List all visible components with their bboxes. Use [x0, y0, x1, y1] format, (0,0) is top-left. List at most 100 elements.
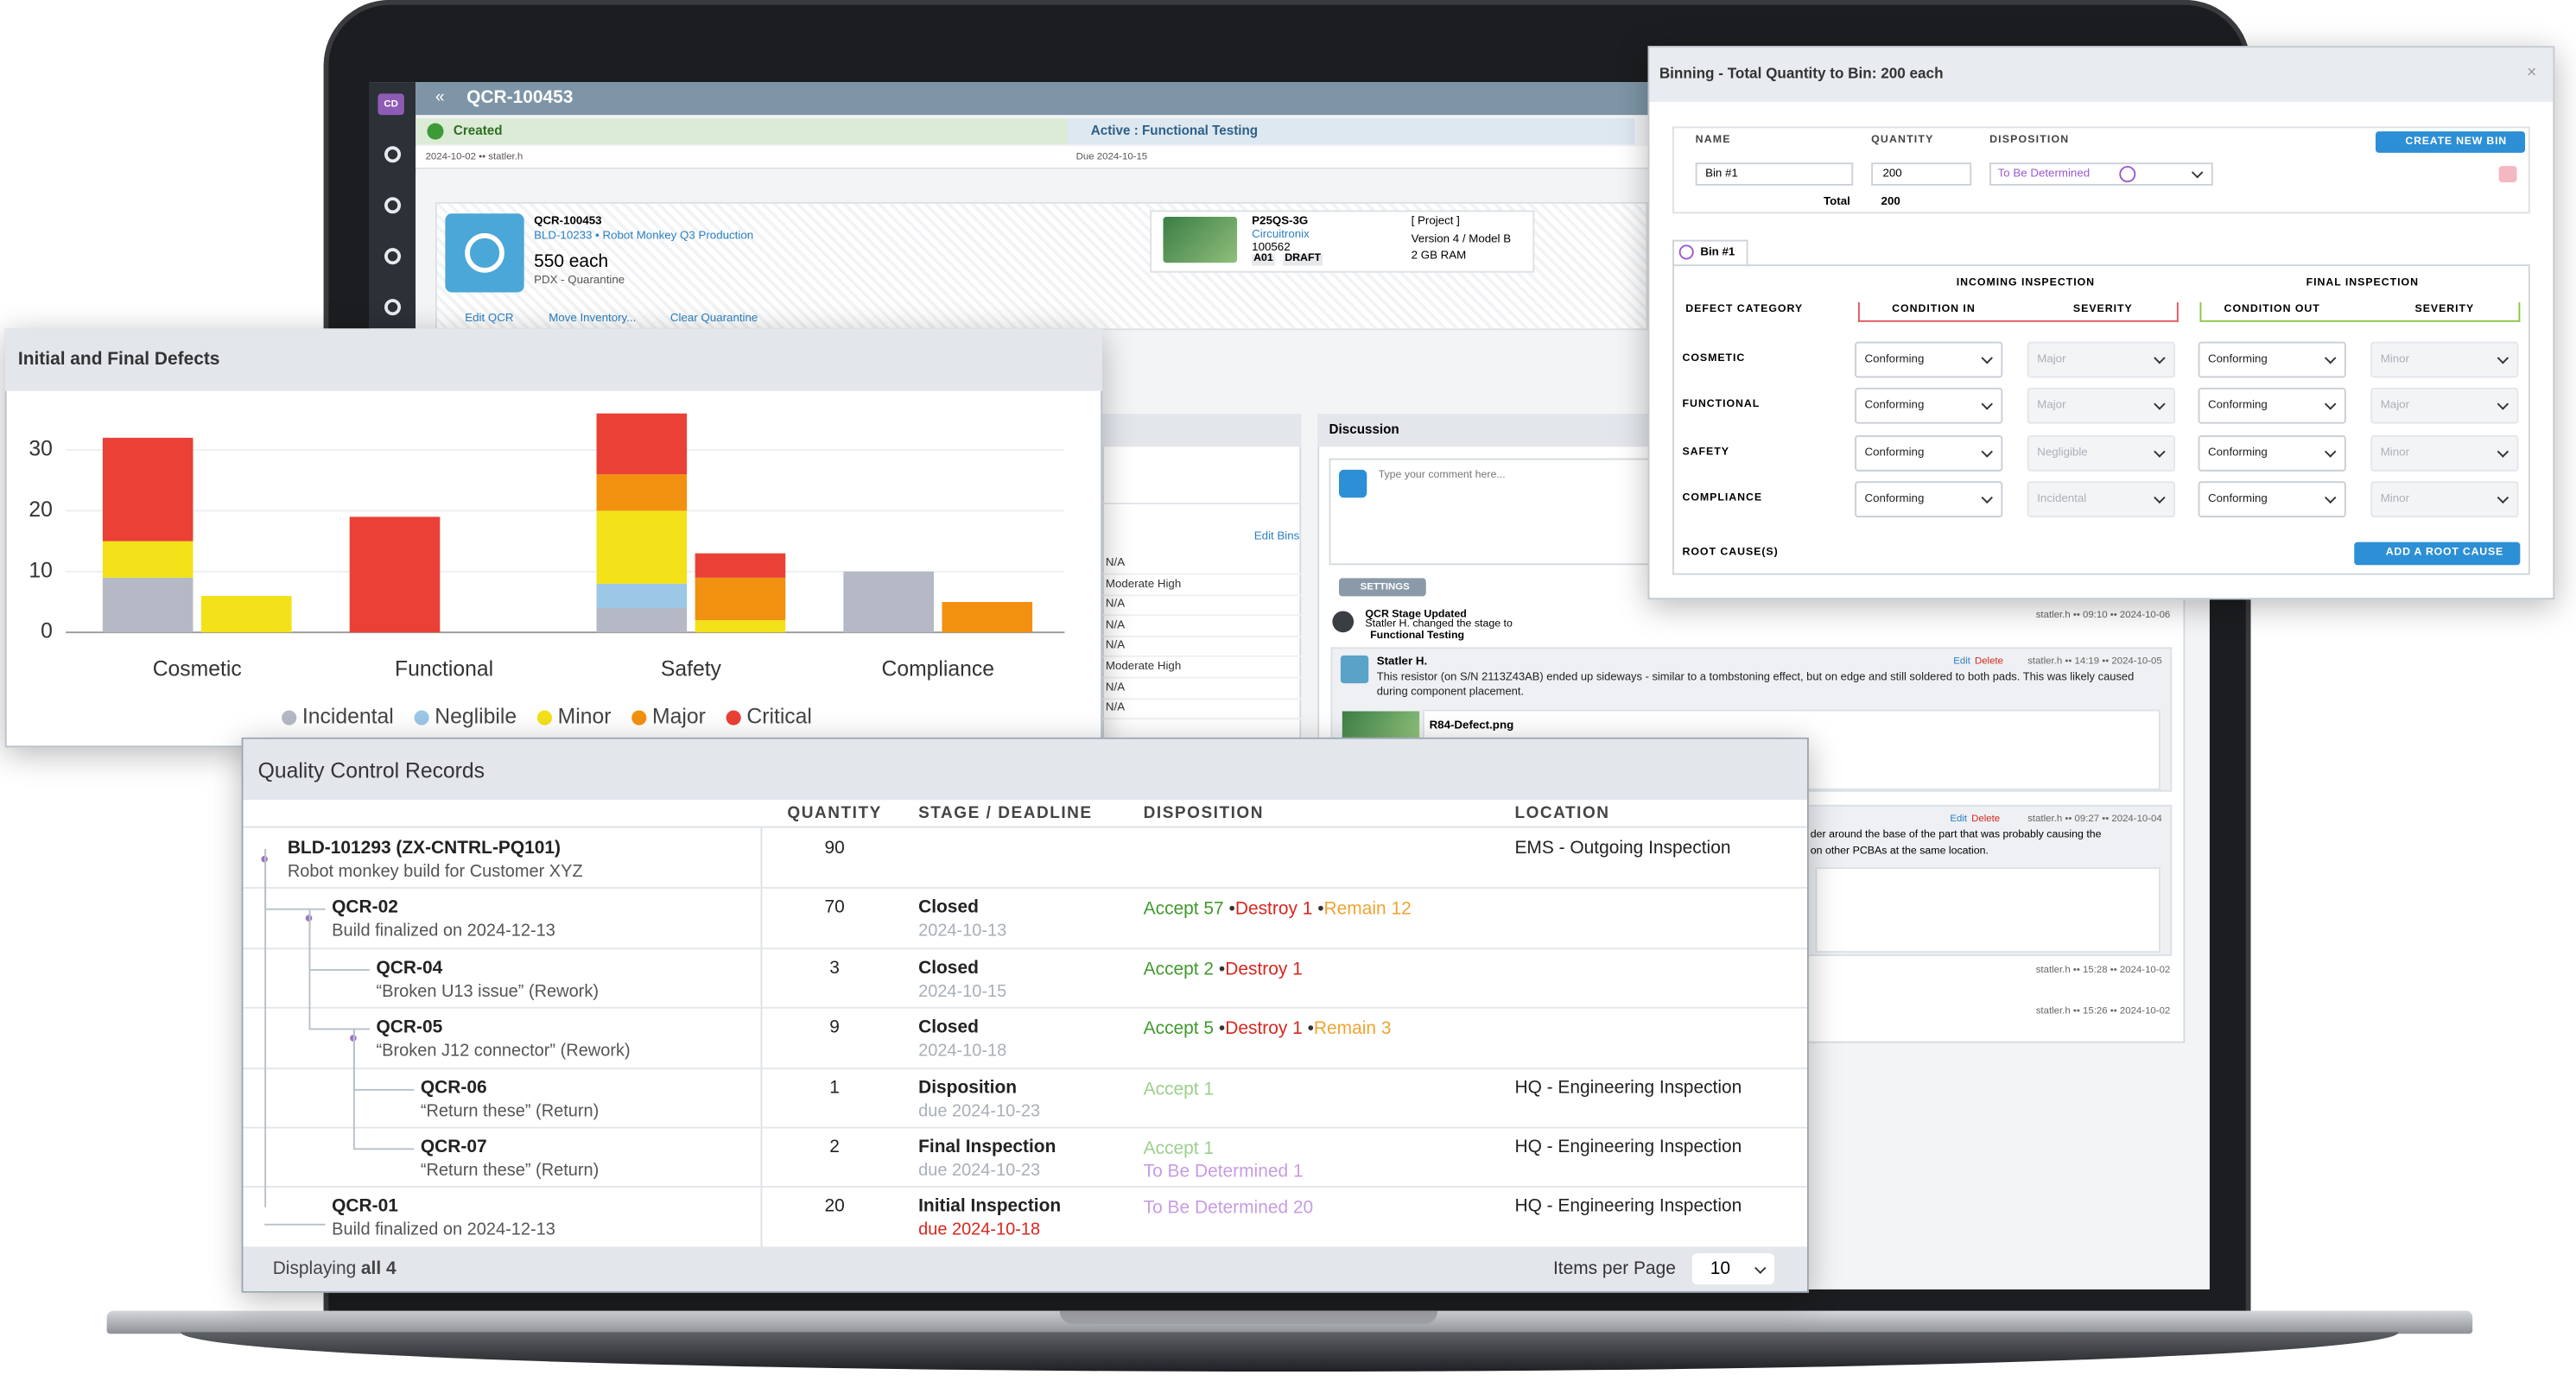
bar-segment [942, 601, 1033, 633]
chart-header [4, 328, 1103, 391]
action-link[interactable]: Move Inventory... [549, 313, 637, 325]
event-meta: statler.h •• 09:10 •• 2024-10-06 [2035, 611, 2171, 621]
inspection-select[interactable] [2198, 434, 2346, 472]
stage-check [427, 123, 444, 140]
help-icon [2119, 166, 2136, 183]
tree-line [352, 1028, 355, 1149]
defect-category: COMPLIANCE [1682, 491, 1763, 504]
comment-meta: statler.h •• 14:19 •• 2024-10-05 [2027, 656, 2162, 668]
record-quantity: 90 [824, 838, 845, 859]
inspection-select[interactable] [2198, 341, 2346, 378]
add-root-cause-label: ADD A ROOT CAUSE [2385, 546, 2504, 559]
comment-delete[interactable]: Delete [1971, 814, 2001, 825]
inspection-select[interactable] [1855, 341, 2003, 378]
inspection-value: Incidental [2037, 493, 2087, 505]
bin-name-input[interactable] [1695, 162, 1854, 186]
record-quantity: 20 [824, 1197, 845, 1218]
delete-bin[interactable] [2498, 166, 2517, 183]
action-link[interactable]: Clear Quarantine [669, 313, 758, 325]
comment-text: on other PCBAs at the same location. [1810, 845, 1989, 857]
part-tag: A01 [1252, 252, 1275, 265]
part-version: Version 4 / Model B [1411, 234, 1512, 246]
action-link[interactable]: Edit QCR [465, 313, 514, 325]
part-project: [ Project ] [1411, 216, 1460, 228]
inspection-select[interactable] [1855, 434, 2003, 472]
stage-meta: Due 2024-10-15 [1075, 152, 1148, 163]
comment-edit[interactable]: Edit [1953, 656, 1970, 668]
binning-title: Binning - Total Quantity to Bin: 200 eac… [1659, 65, 1944, 82]
part-number: P25QS-3G [1252, 216, 1309, 228]
inspection-select[interactable] [2198, 481, 2346, 517]
inspection-select[interactable] [2198, 388, 2346, 425]
close-button[interactable]: × [2527, 64, 2537, 83]
user-initials: CD [384, 99, 398, 110]
legend-label: Minor [558, 706, 612, 729]
create-bin-button[interactable] [2376, 131, 2526, 153]
inspection-select[interactable] [1855, 481, 2003, 517]
record-deadline: 2024-10-13 [918, 922, 1007, 941]
defect-category: FUNCTIONAL [1682, 399, 1761, 411]
record-description: Build finalized on 2024-12-13 [332, 1220, 555, 1241]
bin-name: Bin #1 [1705, 168, 1738, 181]
settings-chip[interactable] [1338, 578, 1426, 597]
header-bar [416, 82, 1648, 116]
record-description: “Broken U13 issue” (Rework) [376, 981, 599, 1002]
bin-qty-input[interactable] [1871, 162, 1972, 186]
legend-swatch [414, 710, 429, 726]
legend-swatch [282, 710, 297, 726]
bin-disposition-select[interactable] [1989, 162, 2213, 186]
y-tick-label: 20 [29, 498, 52, 522]
stage-name: Created [453, 123, 503, 138]
record-stage: Final Inspection [918, 1137, 1056, 1157]
disposition-line: Accept 2Destroy 1 [1144, 960, 1303, 979]
displaying: Displaying all 4 [272, 1258, 397, 1278]
total-value: 200 [1881, 196, 1900, 208]
comment-delete[interactable]: Delete [1974, 656, 2003, 668]
comment-placeholder: Type your comment here... [1378, 469, 1506, 481]
inspection-value: Minor [2380, 447, 2410, 459]
bin-row-line [1102, 676, 1302, 679]
add-root-cause-button[interactable] [2354, 542, 2521, 566]
bins-panel-header [1102, 414, 1302, 447]
per-page-select[interactable] [1691, 1253, 1774, 1285]
record-name: QCR-05 [376, 1017, 443, 1038]
bin-row-line [1102, 573, 1302, 575]
binning-header [1649, 48, 2554, 102]
inspection-value: Major [2380, 400, 2410, 412]
bin-row-value: N/A [1105, 702, 1126, 714]
bin-column-header: NAME [1695, 134, 1731, 146]
bin-tab-icon [1678, 244, 1694, 260]
tree-line [352, 1088, 415, 1091]
record-deadline: due 2024-10-18 [918, 1220, 1041, 1241]
legend-label: Neglibile [435, 706, 517, 729]
legend-swatch [536, 710, 553, 726]
record-name: QCR-06 [420, 1077, 487, 1098]
disposition-line: Accept 1 [1144, 1140, 1214, 1159]
x-tick-label: Safety [661, 657, 722, 681]
disposition-item: To Be Determined 1 [1143, 1162, 1304, 1182]
record-description: “Return these” (Return) [420, 1161, 600, 1181]
chart-title: Initial and Final Defects [18, 349, 220, 369]
comment-text: der around the base of the part that was… [1810, 828, 2102, 841]
displaying-count: all 4 [360, 1258, 397, 1278]
total-label: Total [1823, 196, 1850, 208]
row-line [243, 1007, 1807, 1010]
comment-edit[interactable]: Edit [1950, 814, 1968, 825]
row-line [243, 1246, 1807, 1248]
inspection-select [2370, 481, 2519, 517]
record-id: QCR-100453 [466, 87, 574, 108]
edit-bins[interactable]: Edit Bins [1253, 531, 1300, 543]
row-line [243, 1126, 1807, 1129]
settings-label: SETTINGS [1360, 582, 1410, 592]
inspection-select [2027, 341, 2175, 378]
bin-disposition: To Be Determined [1997, 168, 2091, 181]
inspection-select[interactable] [1855, 388, 2003, 425]
inspection-select [2027, 388, 2175, 425]
record-stage: Closed [918, 898, 979, 918]
bin-row-line [1102, 614, 1302, 617]
attachment-name: R84-Defect.png [1429, 719, 1514, 732]
laptop-foot [181, 1332, 2399, 1372]
event-icon [1332, 611, 1355, 633]
part-image [1163, 217, 1238, 263]
